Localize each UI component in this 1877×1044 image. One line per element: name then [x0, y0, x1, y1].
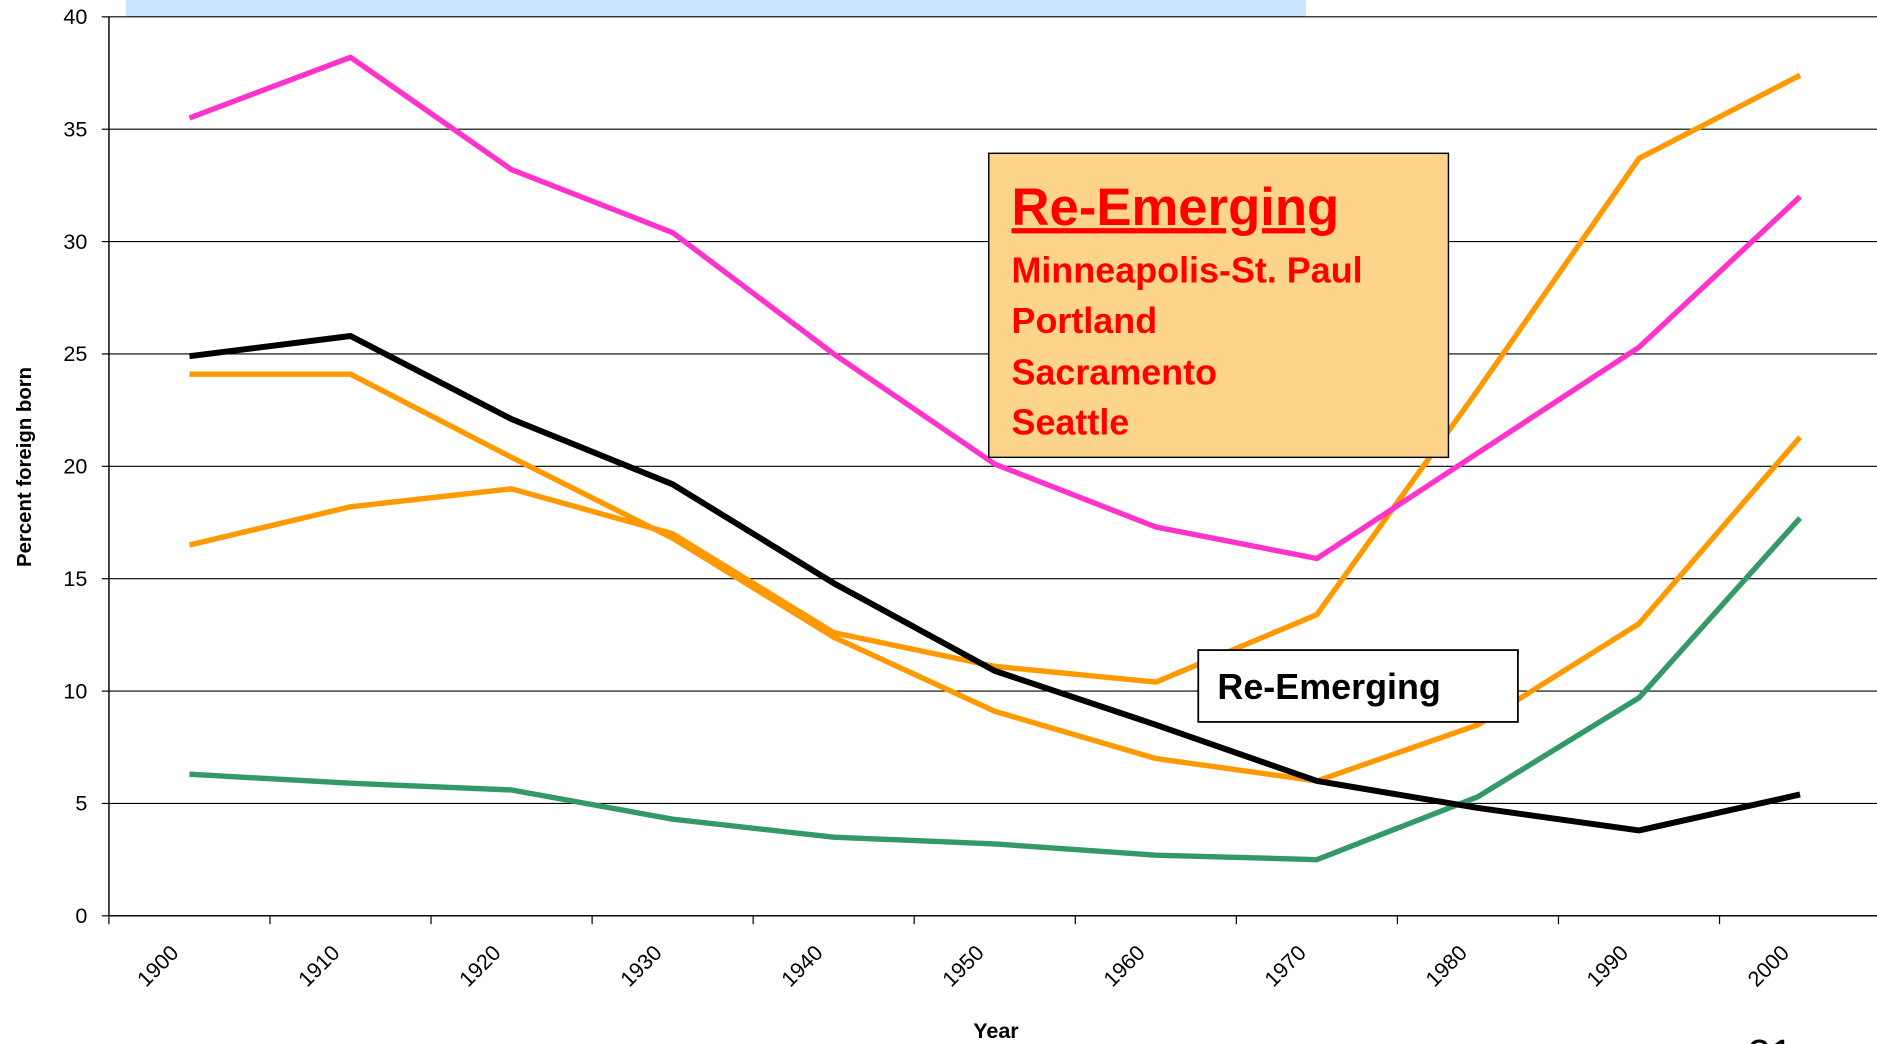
y-axis-label: Percent foreign born — [14, 367, 36, 567]
y-tick-label: 5 — [75, 792, 87, 816]
y-tick-label: 25 — [63, 342, 87, 366]
x-tick-label: 1910 — [294, 941, 345, 992]
y-tick-label: 10 — [63, 679, 87, 703]
x-tick-label: 1980 — [1421, 941, 1472, 992]
y-tick-label: 15 — [63, 567, 87, 591]
series-line — [189, 332, 1801, 834]
y-tick-label: 0 — [75, 904, 87, 928]
x-tick-label: 1990 — [1582, 941, 1633, 992]
x-tick-label: 2000 — [1743, 941, 1794, 992]
label-box — [1197, 649, 1519, 723]
annotation-item: Minneapolis-St. Paul — [1012, 250, 1363, 291]
annotation-title: Re-Emerging — [1012, 178, 1340, 237]
x-tick-label: 1920 — [455, 941, 506, 992]
annotation-box — [988, 152, 1450, 459]
series-line — [188, 72, 1802, 685]
x-tick-label: 1950 — [938, 941, 989, 992]
x-tick-label: 1900 — [133, 941, 184, 992]
annotation-item: Portland — [1012, 300, 1158, 341]
series-line — [189, 516, 1803, 863]
x-tick-label: 1960 — [1099, 941, 1150, 992]
annotation-item: Seattle — [1012, 402, 1130, 443]
page-number: 21 — [1748, 1031, 1793, 1044]
annotation-item: Sacramento — [1012, 351, 1218, 392]
annotation-label: Re-Emerging — [1217, 666, 1440, 707]
x-tick-label: 1940 — [777, 941, 828, 992]
y-tick-label: 20 — [63, 455, 87, 479]
x-axis-label: Year — [973, 1019, 1019, 1043]
plot-area: 0 5 10 15 20 25 30 35 40 1900 1910 1920 1930 1940 1950… — [63, 5, 1877, 992]
title-banner — [125, 0, 1306, 17]
y-tick-label: 30 — [63, 230, 87, 254]
y-tick-label: 35 — [63, 117, 87, 141]
x-tick-label: 1970 — [1260, 941, 1311, 992]
series-line — [188, 54, 1802, 562]
series-line — [189, 371, 1803, 784]
y-tick-label: 40 — [63, 5, 87, 29]
x-tick-label: 1930 — [616, 941, 667, 992]
